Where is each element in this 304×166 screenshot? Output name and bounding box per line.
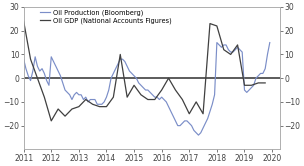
Oil Production (Bloomberg) [22, 58, 26, 60]
Oil GDP (National Accounts Figures) [229, 53, 233, 55]
Oil Production (Bloomberg) [222, 44, 226, 46]
Oil GDP (National Accounts Figures) [91, 103, 95, 105]
Oil Production (Bloomberg) [137, 82, 140, 84]
Oil GDP (National Accounts Figures) [263, 82, 267, 84]
Line: Oil Production (Bloomberg): Oil Production (Bloomberg) [24, 42, 270, 135]
Oil GDP (National Accounts Figures) [50, 120, 53, 122]
Oil GDP (National Accounts Figures) [160, 89, 164, 91]
Oil GDP (National Accounts Figures) [222, 49, 226, 51]
Oil Production (Bloomberg) [61, 82, 64, 84]
Oil GDP (National Accounts Figures) [153, 99, 157, 101]
Oil GDP (National Accounts Figures) [119, 53, 122, 55]
Oil Production (Bloomberg) [215, 42, 219, 43]
Oil GDP (National Accounts Figures) [77, 106, 81, 108]
Oil GDP (National Accounts Figures) [105, 106, 108, 108]
Oil Production (Bloomberg) [238, 49, 242, 51]
Oil GDP (National Accounts Figures) [208, 23, 212, 25]
Oil GDP (National Accounts Figures) [56, 108, 60, 110]
Oil GDP (National Accounts Figures) [43, 96, 46, 98]
Oil Production (Bloomberg) [268, 42, 271, 43]
Oil GDP (National Accounts Figures) [243, 84, 246, 86]
Oil GDP (National Accounts Figures) [201, 113, 205, 115]
Oil GDP (National Accounts Figures) [167, 77, 170, 79]
Oil Production (Bloomberg) [197, 134, 200, 136]
Oil GDP (National Accounts Figures) [70, 108, 74, 110]
Oil GDP (National Accounts Figures) [98, 106, 101, 108]
Oil GDP (National Accounts Figures) [194, 101, 198, 103]
Oil GDP (National Accounts Figures) [139, 94, 143, 96]
Oil GDP (National Accounts Figures) [22, 20, 26, 22]
Oil GDP (National Accounts Figures) [236, 44, 239, 46]
Oil GDP (National Accounts Figures) [132, 84, 136, 86]
Oil Production (Bloomberg) [243, 89, 246, 91]
Oil Production (Bloomberg) [47, 84, 51, 86]
Line: Oil GDP (National Accounts Figures): Oil GDP (National Accounts Figures) [24, 21, 265, 121]
Oil GDP (National Accounts Figures) [188, 113, 191, 115]
Oil GDP (National Accounts Figures) [112, 96, 115, 98]
Oil GDP (National Accounts Figures) [250, 84, 253, 86]
Oil GDP (National Accounts Figures) [215, 25, 219, 27]
Legend: Oil Production (Bloomberg), Oil GDP (National Accounts Figures): Oil Production (Bloomberg), Oil GDP (Nat… [40, 9, 173, 24]
Oil GDP (National Accounts Figures) [29, 58, 32, 60]
Oil GDP (National Accounts Figures) [146, 99, 150, 101]
Oil GDP (National Accounts Figures) [257, 82, 260, 84]
Oil GDP (National Accounts Figures) [174, 89, 177, 91]
Oil GDP (National Accounts Figures) [63, 115, 67, 117]
Oil GDP (National Accounts Figures) [181, 99, 184, 101]
Oil GDP (National Accounts Figures) [84, 99, 88, 101]
Oil GDP (National Accounts Figures) [36, 77, 39, 79]
Oil GDP (National Accounts Figures) [125, 96, 129, 98]
